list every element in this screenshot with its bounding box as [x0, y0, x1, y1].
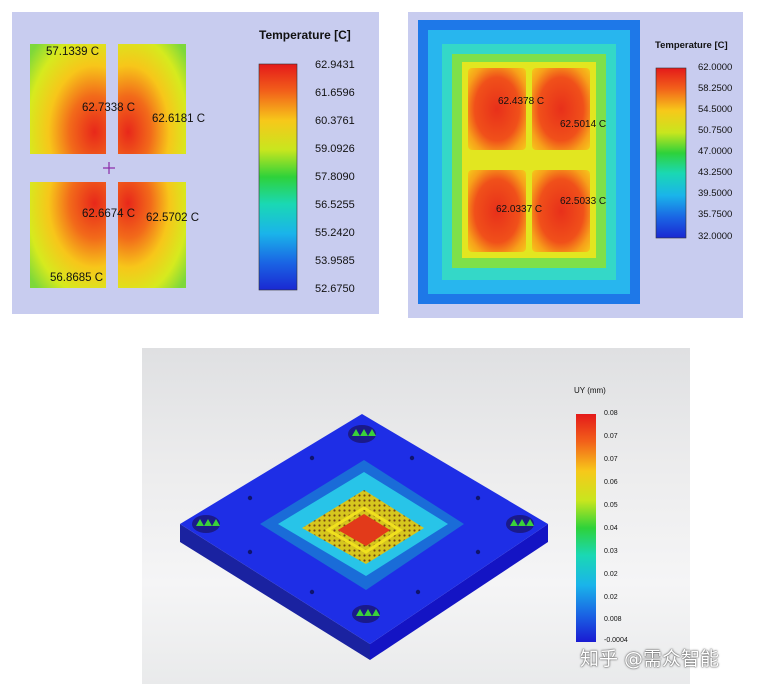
block-bottom-right	[118, 182, 186, 288]
scale-tick: 0.04	[604, 525, 618, 532]
temperature-plot-1: Temperature [C] 62.9431 61.6596 60.3761 …	[12, 12, 379, 314]
scale-tick: -0.0004	[604, 637, 628, 644]
plate-side-right	[370, 524, 548, 660]
pad-bottom-right	[532, 170, 590, 252]
bolt-bottom	[352, 605, 380, 623]
scale-tick: 43.2500	[698, 167, 733, 178]
scale-tick: 0.07	[604, 456, 618, 463]
scale-tick: 32.0000	[698, 231, 733, 242]
displacement-plot: UY (mm) 0.08 0.07 0.07 0.06 0.05 0.04 0.…	[142, 348, 690, 684]
legend-title: Temperature [C]	[259, 28, 351, 42]
temperature-plot-2: Temperature [C] 62.0000 58.2500 54.5000 …	[408, 12, 743, 318]
legend-title: Temperature [C]	[655, 40, 728, 51]
probe-label: 62.6674 C	[82, 208, 136, 220]
scale-tick: 0.08	[604, 410, 618, 417]
bolt-right	[506, 515, 534, 533]
probe-label: 62.7338 C	[82, 102, 136, 114]
socket-hot-center	[338, 514, 390, 546]
bolt-top	[348, 425, 376, 443]
scale-tick: 50.7500	[698, 125, 733, 136]
scale-tick: 0.05	[604, 502, 618, 509]
scale-tick: 0.02	[604, 571, 618, 578]
scale-tick: 60.3761	[315, 115, 355, 127]
probe-label: 56.8685 C	[50, 272, 104, 284]
block-top-left	[30, 44, 106, 154]
scale-tick: 55.2420	[315, 227, 355, 239]
probe-label: 62.4378 C	[498, 96, 545, 107]
scale-tick: 57.8090	[315, 171, 355, 183]
block-bottom-left	[30, 182, 106, 288]
temperature-contour-2	[418, 20, 687, 304]
temperature-contour-1	[30, 44, 298, 291]
legend-title: UY (mm)	[574, 386, 606, 395]
probe-label: 62.5014 C	[560, 119, 607, 130]
probe-label: 57.1339 C	[46, 46, 100, 58]
scale-tick: 0.03	[604, 548, 618, 555]
fixture-3d-model	[180, 414, 596, 660]
center-cross-marker	[103, 162, 115, 174]
scale-tick: 0.02	[604, 594, 618, 601]
scale-tick: 56.5255	[315, 199, 355, 211]
pad-top-right	[532, 68, 590, 150]
scale-tick: 52.6750	[315, 283, 355, 295]
scale-tick: 54.5000	[698, 104, 733, 115]
scale-tick: 39.5000	[698, 188, 733, 199]
socket-hot-frame	[325, 506, 403, 554]
displacement-scale-bar	[576, 414, 596, 642]
watermark: 知乎 @需众智能	[580, 648, 720, 670]
scale-tick: 59.0926	[315, 143, 355, 155]
probe-label: 62.6181 C	[152, 113, 206, 125]
temperature-scale-bar	[258, 63, 298, 291]
scale-tick: 0.07	[604, 433, 618, 440]
scale-tick: 53.9585	[315, 255, 355, 267]
pad-top-left	[468, 68, 526, 150]
scale-tick: 0.06	[604, 479, 618, 486]
scale-tick: 47.0000	[698, 146, 733, 157]
scale-tick: 0.008	[604, 616, 622, 623]
scale-tick: 61.6596	[315, 87, 355, 99]
plate-holes	[247, 455, 481, 595]
plate-side-left	[180, 524, 370, 660]
scale-tick: 62.9431	[315, 59, 355, 71]
probe-label: 62.5702 C	[146, 212, 200, 224]
temperature-scale-bar	[655, 67, 687, 239]
pad-bottom-left	[468, 170, 526, 252]
probe-label: 62.0337 C	[496, 204, 543, 215]
scale-tick: 62.0000	[698, 62, 733, 73]
scale-tick: 35.7500	[698, 209, 733, 220]
probe-label: 62.5033 C	[560, 196, 607, 207]
block-top-right	[118, 44, 186, 154]
scale-tick: 58.2500	[698, 83, 733, 94]
bolt-left	[192, 515, 220, 533]
